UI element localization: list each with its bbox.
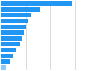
Bar — [1, 59, 10, 64]
Bar — [1, 7, 40, 12]
Bar — [1, 36, 22, 41]
Bar — [1, 30, 24, 35]
Bar — [1, 54, 13, 58]
Bar — [1, 48, 16, 52]
Bar — [1, 19, 28, 23]
Bar — [1, 25, 26, 29]
Bar — [1, 65, 6, 70]
Bar — [1, 42, 20, 46]
Bar — [1, 1, 72, 6]
Bar — [1, 13, 32, 17]
